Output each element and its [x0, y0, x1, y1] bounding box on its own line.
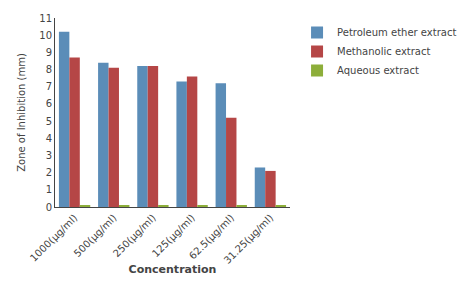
svg-text:62.5(μg/ml): 62.5(μg/ml) — [187, 212, 236, 261]
svg-text:11: 11 — [39, 13, 52, 24]
svg-text:1: 1 — [46, 184, 52, 195]
svg-text:5: 5 — [46, 116, 52, 127]
svg-text:Petroleum ether extract: Petroleum ether extract — [337, 27, 456, 38]
svg-text:0: 0 — [46, 202, 52, 213]
svg-text:Aqueous extract: Aqueous extract — [337, 65, 419, 76]
svg-text:4: 4 — [46, 133, 52, 144]
svg-text:3: 3 — [46, 150, 52, 161]
svg-text:125(μg/ml): 125(μg/ml) — [150, 212, 197, 259]
svg-text:500(μg/ml): 500(μg/ml) — [72, 212, 119, 259]
svg-text:2: 2 — [46, 167, 52, 178]
svg-text:31.25(μg/ml): 31.25(μg/ml) — [222, 212, 276, 266]
svg-text:250(μg/ml): 250(μg/ml) — [111, 212, 158, 259]
svg-text:7: 7 — [46, 81, 52, 92]
svg-text:Concentration: Concentration — [129, 263, 217, 276]
svg-text:Methanolic extract: Methanolic extract — [337, 46, 430, 57]
svg-text:Zone of Inhibition (mm): Zone of Inhibition (mm) — [16, 53, 27, 172]
svg-text:10: 10 — [39, 30, 52, 41]
svg-text:6: 6 — [46, 98, 52, 109]
svg-text:1000(μg/ml): 1000(μg/ml) — [28, 212, 80, 264]
svg-text:9: 9 — [46, 47, 52, 58]
svg-text:8: 8 — [46, 64, 52, 75]
